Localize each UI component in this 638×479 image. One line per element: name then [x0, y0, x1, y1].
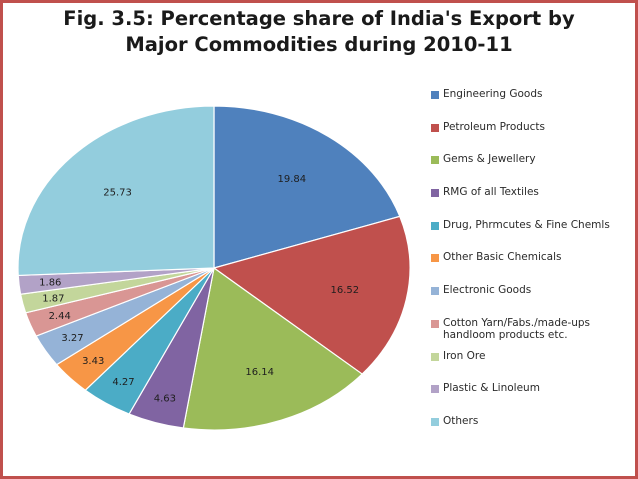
legend-item-others: Others: [431, 415, 631, 448]
legend-swatch: [431, 319, 439, 328]
data-label-gems-jewellery: 16.14: [245, 367, 274, 378]
legend-label: Other Basic Chemicals: [443, 251, 562, 264]
chart-legend: Engineering Goods Petroleum Products Gems …: [431, 88, 631, 448]
data-label-cotton-yarn-fabs-made-ups-handloom-products-etc: 2.44: [49, 311, 71, 322]
pie-slices: [17, 105, 411, 431]
legend-swatch: [431, 156, 439, 165]
pie-slice-others: [17, 105, 215, 277]
legend-item-iron-ore: Iron Ore: [431, 350, 631, 383]
legend-swatch: [431, 254, 439, 263]
legend-label: Iron Ore: [443, 349, 486, 362]
legend-swatch: [431, 123, 439, 132]
legend-label: Gems & Jewellery: [443, 153, 536, 166]
data-label-other-basic-chemicals: 3.43: [82, 356, 104, 367]
chart-title-line-2: Major Commodities during 2010-11: [125, 33, 513, 56]
data-label-electronic-goods: 3.27: [61, 333, 83, 344]
data-label-rmg-of-all-textiles: 4.63: [154, 393, 176, 404]
legend-swatch: [431, 221, 439, 230]
legend-swatch: [431, 352, 439, 361]
pie-slice-gems-jewellery: [182, 266, 364, 431]
data-label-engineering-goods: 19.84: [277, 174, 306, 185]
legend-label: Others: [443, 414, 479, 427]
legend-swatch: [431, 189, 439, 198]
legend-label: Plastic & Linoleum: [443, 382, 540, 395]
legend-label: Petroleum Products: [443, 120, 545, 133]
data-label-iron-ore: 1.87: [42, 293, 64, 304]
legend-item-rmg-of-all-textiles: RMG of all Textiles: [431, 186, 631, 219]
legend-item-drug-phrmcutes-fine-chemls: Drug, Phrmcutes & Fine Chemls: [431, 219, 631, 252]
pie-slice-petroleum-products: [212, 215, 411, 375]
legend-item-plastic-linoleum: Plastic & Linoleum: [431, 382, 631, 415]
pie-slice-engineering-goods: [213, 105, 401, 269]
legend-item-cotton-yarn-fabs-made-ups-handloom-products-etc: Cotton Yarn/Fabs./made-ups handloom prod…: [431, 317, 631, 350]
legend-item-engineering-goods: Engineering Goods: [431, 88, 631, 121]
legend-label: Drug, Phrmcutes & Fine Chemls: [443, 218, 610, 231]
data-label-drug-phrmcutes-fine-chemls: 4.27: [112, 377, 134, 388]
legend-swatch: [431, 287, 439, 296]
legend-item-petroleum-products: Petroleum Products: [431, 121, 631, 154]
legend-label: Engineering Goods: [443, 88, 543, 100]
legend-swatch: [431, 385, 439, 394]
pie-data-labels: 19.84 16.52 16.14 4.63 4.27 3.43 3.27 2.44 1.87 1…: [39, 174, 359, 404]
legend-item-other-basic-chemicals: Other Basic Chemicals: [431, 251, 631, 284]
data-label-petroleum-products: 16.52: [330, 285, 359, 296]
legend-label: RMG of all Textiles: [443, 186, 539, 199]
chart-title-line-1: Fig. 3.5: Percentage share of India's Ex…: [63, 7, 575, 30]
legend-swatch: [431, 91, 439, 99]
legend-label: Cotton Yarn/Fabs./made-ups handloom prod…: [443, 316, 591, 341]
legend-swatch: [431, 417, 439, 426]
legend-label: Electronic Goods: [443, 284, 532, 297]
chart-title: Fig. 3.5: Percentage share of India's Ex…: [0, 6, 638, 58]
data-label-others: 25.73: [103, 187, 132, 198]
legend-item-gems-jewellery: Gems & Jewellery: [431, 153, 631, 186]
legend-item-electronic-goods: Electronic Goods: [431, 284, 631, 317]
data-label-plastic-linoleum: 1.86: [39, 278, 61, 289]
